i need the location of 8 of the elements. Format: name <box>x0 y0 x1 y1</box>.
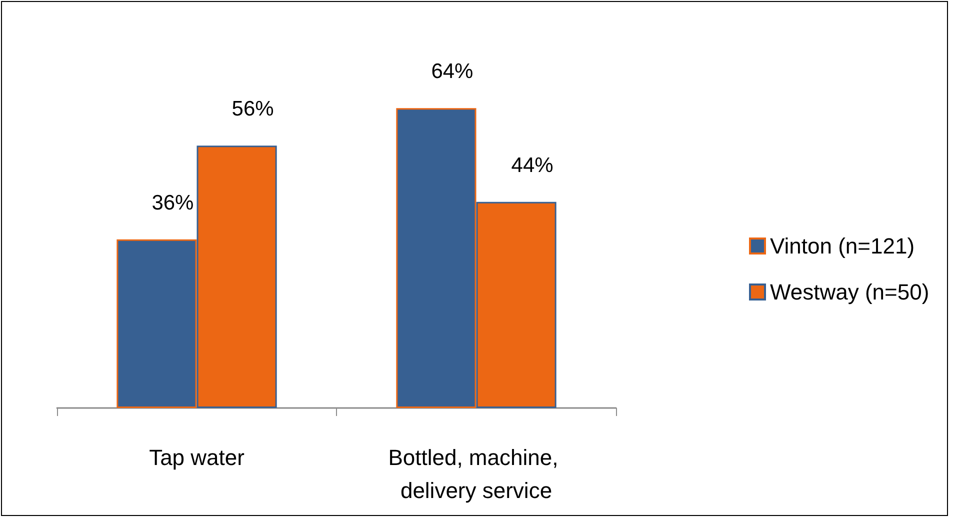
data-label: 36% <box>152 191 194 214</box>
x-tick-label: Bottled, machine, delivery service <box>388 445 564 503</box>
legend-label: Westway (n=50) <box>770 280 930 304</box>
data-label: 64% <box>431 60 474 84</box>
data-label: 44% <box>511 154 554 177</box>
legend-label: Vinton (n=121) <box>770 234 915 258</box>
data-label: 56% <box>232 98 274 121</box>
x-tick-label: Tap water <box>149 445 244 470</box>
